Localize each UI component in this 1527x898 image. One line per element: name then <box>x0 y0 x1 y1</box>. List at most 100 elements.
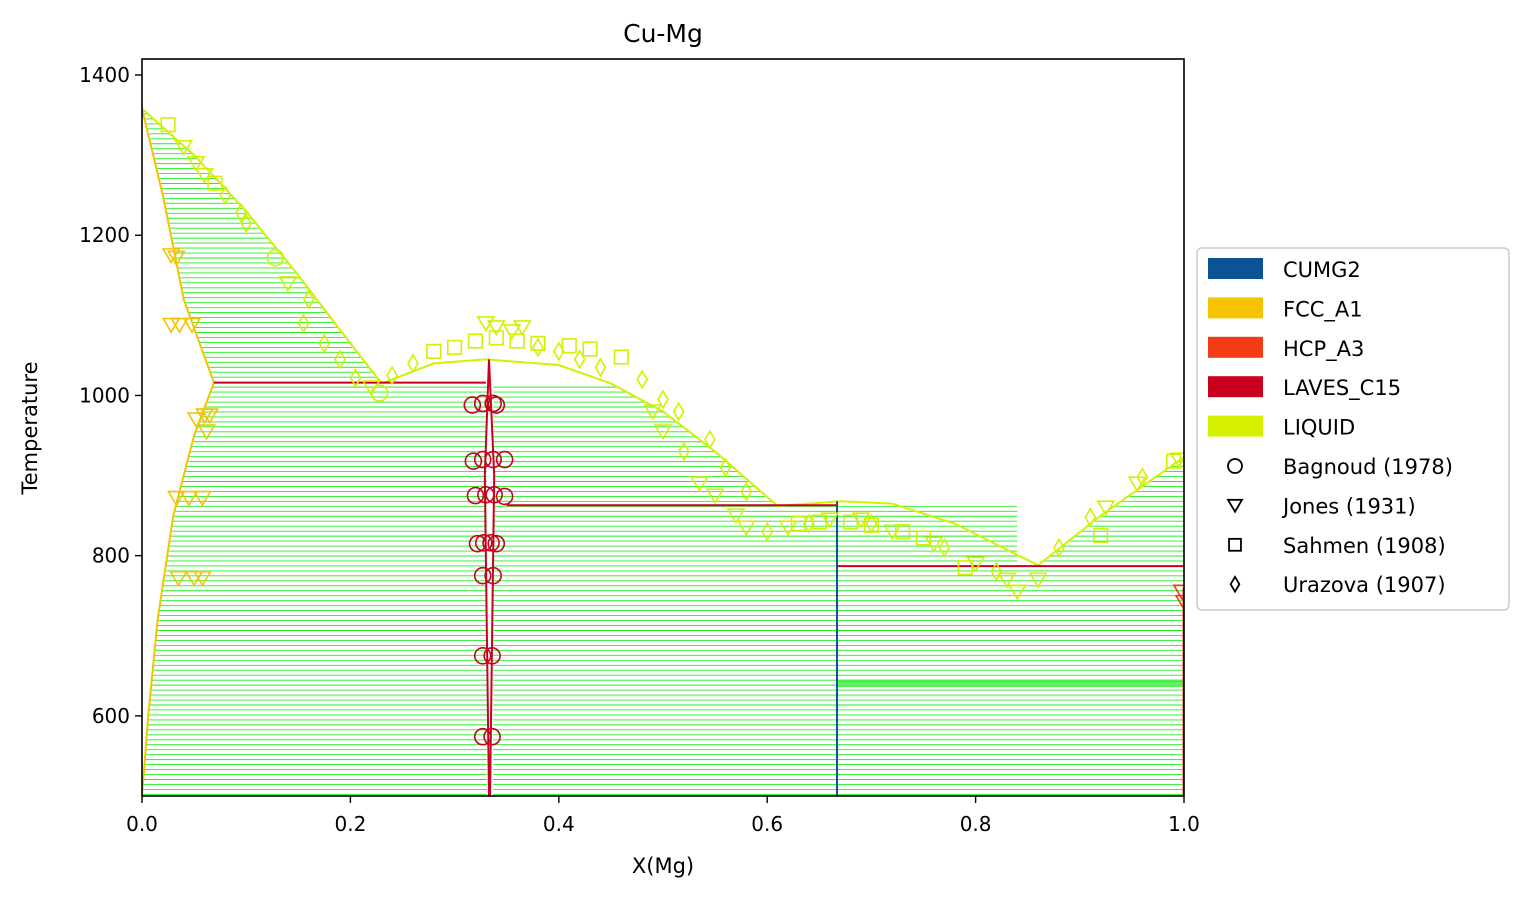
legend-marker <box>1227 458 1243 474</box>
data-point <box>297 313 310 334</box>
data-point <box>468 534 487 553</box>
legend-label: HCP_A3 <box>1283 337 1364 362</box>
legend-label: Urazova (1907) <box>1283 573 1446 597</box>
legend-marker <box>1226 498 1244 514</box>
legend-swatch <box>1208 415 1263 437</box>
data-point <box>386 365 398 386</box>
x-tick-label: 0.8 <box>960 812 992 836</box>
data-point <box>957 560 973 576</box>
data-point <box>487 396 506 414</box>
legend-marker <box>1229 575 1241 594</box>
data-point <box>207 175 223 191</box>
legend-label: FCC_A1 <box>1283 297 1363 322</box>
legend-swatch <box>1208 258 1263 279</box>
data-point <box>349 367 362 388</box>
legend-frame <box>1196 247 1510 611</box>
data-point <box>842 514 859 530</box>
data-point <box>530 335 546 351</box>
data-point <box>182 317 202 334</box>
liquidus-line <box>1037 456 1184 567</box>
data-point <box>1084 507 1097 528</box>
data-point <box>938 537 951 558</box>
data-point <box>473 450 492 469</box>
data-point <box>166 250 186 267</box>
x-tick-label: 0.4 <box>543 812 575 836</box>
data-point <box>573 349 586 370</box>
data-point <box>726 508 746 525</box>
x-axis-label: X(Mg) <box>632 854 694 878</box>
data-point <box>193 490 212 507</box>
data-point <box>473 566 492 585</box>
fcc-solidus-line <box>142 108 215 383</box>
liquidus-line <box>142 107 383 385</box>
data-point <box>1165 453 1182 469</box>
x-tick-label: 1.0 <box>1168 812 1200 836</box>
data-point <box>484 566 502 585</box>
data-point <box>474 534 493 552</box>
data-point <box>166 490 186 507</box>
data-point <box>657 389 669 410</box>
data-point <box>302 289 315 310</box>
data-point <box>532 337 544 358</box>
data-point <box>477 485 495 504</box>
data-point <box>170 317 189 334</box>
data-point <box>195 167 214 184</box>
data-point <box>483 727 501 746</box>
data-point <box>719 457 732 478</box>
data-point <box>1028 572 1048 589</box>
data-point <box>1007 584 1027 601</box>
data-point <box>613 349 629 365</box>
y-axis: 600 800 1000 1200 1400 <box>79 63 142 728</box>
data-point <box>466 486 485 505</box>
data-point <box>266 248 285 267</box>
data-point <box>446 339 463 355</box>
y-axis-label: Temperature <box>18 361 42 495</box>
data-point <box>1136 467 1149 488</box>
data-point <box>1093 528 1109 544</box>
data-point <box>1053 537 1065 558</box>
data-point <box>334 349 346 370</box>
y-tick-label: 1400 <box>79 63 130 87</box>
data-point <box>278 276 298 293</box>
data-point <box>677 441 690 462</box>
data-point <box>486 320 506 337</box>
data-point <box>193 570 212 587</box>
data-point <box>473 727 492 746</box>
data-point <box>895 524 911 540</box>
data-point <box>636 369 649 390</box>
x-tick-label: 0.0 <box>126 812 158 836</box>
experimental-markers <box>160 117 1184 746</box>
x-axis: 0.0 0.2 0.4 0.6 0.8 1.0 <box>126 796 1200 836</box>
plot-frame <box>141 58 1185 797</box>
data-point <box>990 561 1003 582</box>
legend-swatch <box>1208 376 1263 398</box>
data-point <box>161 248 181 265</box>
data-point <box>802 513 815 534</box>
data-point <box>495 487 514 506</box>
data-point <box>169 570 188 587</box>
data-point <box>594 357 607 378</box>
data-point <box>512 320 532 337</box>
legend-label: LAVES_C15 <box>1283 376 1401 401</box>
legend-label: LIQUID <box>1283 416 1355 440</box>
data-point <box>484 394 502 413</box>
liquidus-line <box>891 502 1039 567</box>
y-tick-label: 800 <box>92 544 130 568</box>
data-point <box>200 408 220 425</box>
y-tick-label: 1000 <box>79 383 130 407</box>
data-point <box>174 139 194 156</box>
data-point <box>552 341 565 362</box>
legend-swatch <box>1208 297 1263 319</box>
data-point <box>672 401 685 422</box>
data-point <box>915 530 932 546</box>
data-point <box>705 488 725 505</box>
data-point <box>865 513 878 534</box>
data-point <box>318 333 331 354</box>
legend-label: Sahmen (1908) <box>1283 534 1446 558</box>
data-point <box>690 476 709 493</box>
data-point <box>704 429 716 450</box>
chart-title: Cu-Mg <box>623 19 703 48</box>
data-point <box>186 155 206 172</box>
data-point <box>790 516 807 532</box>
